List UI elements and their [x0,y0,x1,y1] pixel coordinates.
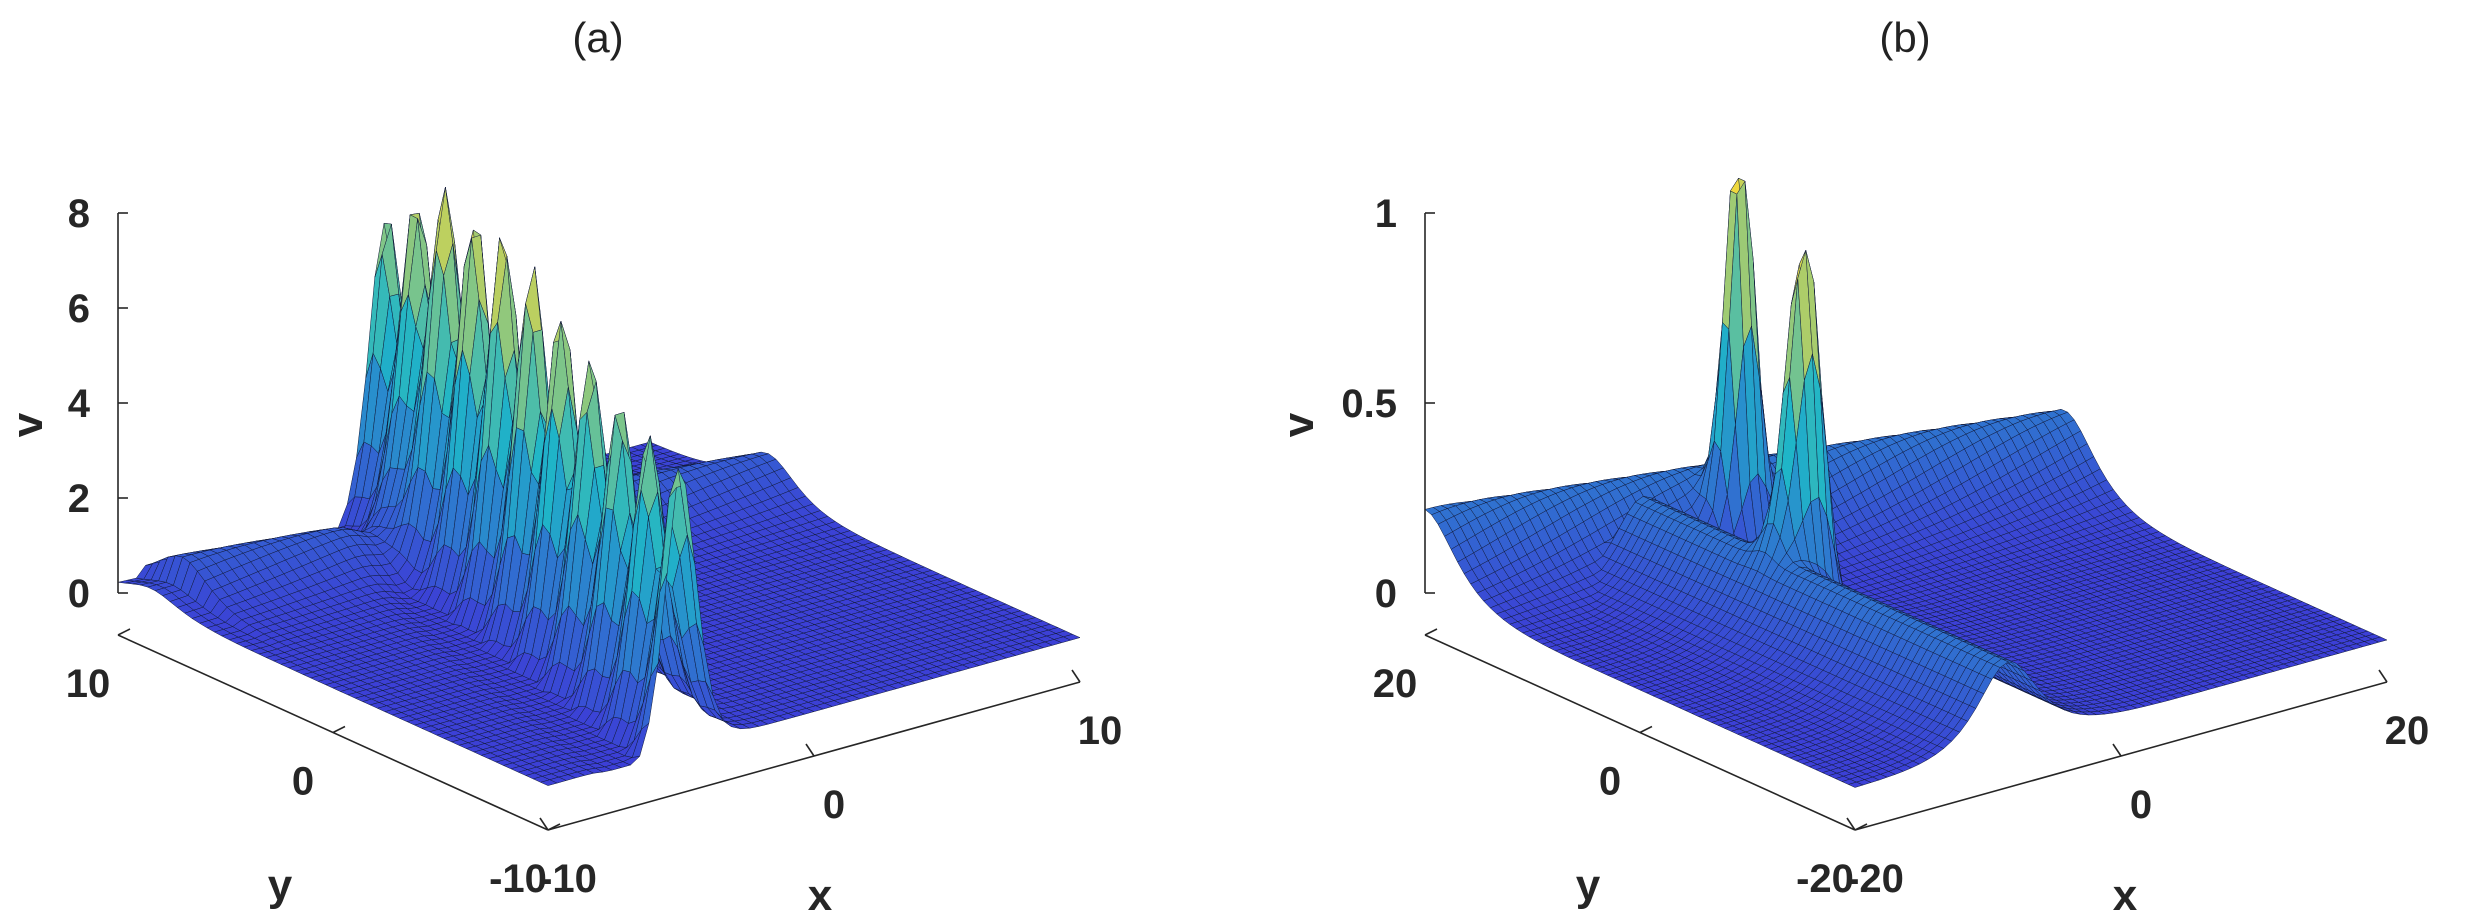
x-tick-label: 0 [823,783,845,827]
z-tick-label: 2 [68,477,90,521]
x-tick-label: 10 [1078,709,1123,753]
surface-plot-a: 0 2 4 6 8 -10 0 10 -10 0 10 (a) v x y [3,14,1122,920]
x-tick-label: -10 [539,857,597,901]
y-axis-label: y [268,861,293,910]
x-axis-label: x [808,871,833,920]
z-tick-label: 8 [68,192,90,236]
y-tick [332,725,346,734]
z-tick-label: 6 [68,287,90,331]
chart-title: (a) [572,14,623,61]
y-tick-label: -10 [489,857,547,901]
y-tick-label: 10 [66,662,111,706]
x-tick [1071,669,1081,683]
x-tick [805,743,815,757]
surface-mesh [1424,177,2388,788]
z-axis-label: v [3,412,52,437]
z-tick-label: 0 [68,572,90,616]
surface-mesh [117,186,1081,786]
y-tick [117,628,131,636]
y-tick-label: 0 [292,760,314,804]
z-tick-label: 4 [68,382,91,426]
